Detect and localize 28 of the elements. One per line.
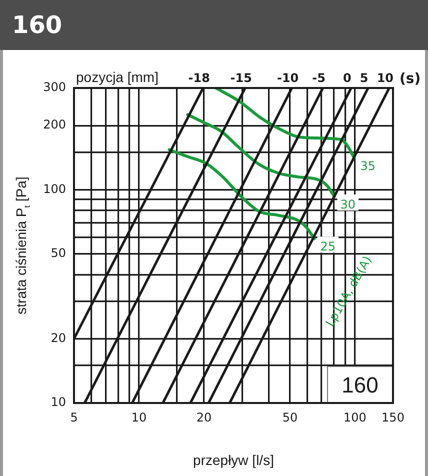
series-label: 0 (342, 71, 352, 85)
x-tick-label: 10 (131, 410, 147, 424)
text: 160 (342, 372, 378, 398)
y-axis-title: strata ciśnienia Pt [Pa] (13, 176, 32, 314)
y-tick-label: 10 (50, 395, 66, 410)
x-tick-label: 150 (382, 410, 404, 424)
x-tick-label: 20 (196, 410, 212, 424)
series-label: 30 (340, 197, 356, 212)
series-label: 25 (320, 240, 336, 254)
text: 160 (0, 0, 428, 50)
x-tick-label: 100 (344, 410, 366, 424)
x-tick-label: 5 (70, 410, 78, 424)
series-label: 5 (360, 71, 368, 85)
series-label: -10 (276, 71, 299, 85)
x-axis-title: przepływ [l/s] (193, 452, 274, 468)
series-label: -15 (230, 71, 252, 85)
series-label: -5 (312, 71, 326, 85)
y-tick-label: 200 (43, 118, 66, 132)
x2-axis-title: pozycja [mm] (76, 69, 158, 85)
y-tick-label: 100 (43, 182, 66, 196)
series-label: -18 (188, 71, 210, 85)
series-label: 35 (360, 158, 376, 173)
text: (s) (400, 71, 421, 87)
y-tick-label: 300 (43, 80, 66, 94)
x-tick-label: 50 (282, 410, 298, 424)
y-tick-label: 20 (50, 330, 66, 345)
y-tick-label: 50 (50, 246, 66, 260)
series-label: 10 (376, 71, 394, 85)
